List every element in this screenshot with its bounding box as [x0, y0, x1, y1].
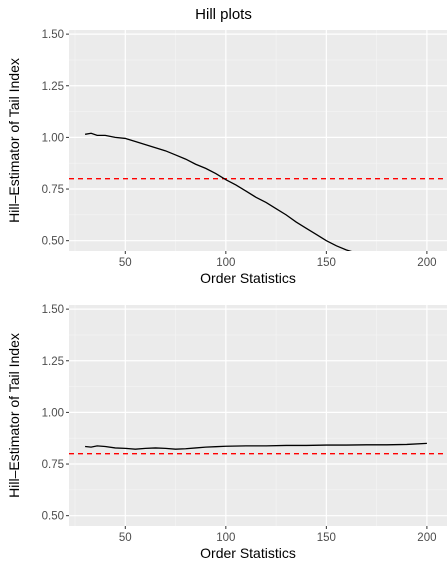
- y-tick-label: 1.50: [42, 29, 64, 41]
- y-axis-title: Hill–Estimator of Tail Index: [6, 333, 22, 498]
- x-tick-label: 100: [216, 257, 235, 269]
- y-tick-label: 1.50: [42, 304, 64, 316]
- hill-plot-panel-2: 0.50 0.75 1.00 1.25 1.50 50 100 150 200 Order Sta…: [6, 304, 447, 561]
- series-line: [85, 442, 427, 450]
- y-tick-label: 0.50: [42, 511, 64, 523]
- x-tick-label: 50: [119, 257, 132, 269]
- y-tick-label: 1.25: [42, 81, 64, 93]
- y-tick-label: 0.50: [42, 236, 64, 248]
- x-axis-title: Order Statistics: [200, 270, 296, 286]
- plot-background: [69, 305, 447, 526]
- x-tick-label: 100: [216, 532, 235, 544]
- y-tick-label: 0.75: [42, 184, 64, 196]
- grid-lines: [69, 30, 447, 251]
- figure-title: Hill plots: [195, 6, 252, 23]
- y-tick-label: 1.00: [42, 132, 64, 144]
- x-tick-label: 150: [317, 532, 336, 544]
- x-tick-label: 200: [417, 532, 436, 544]
- y-tick-label: 1.25: [42, 356, 64, 368]
- y-tick-label: 0.75: [42, 459, 64, 471]
- x-tick-label: 150: [317, 257, 336, 269]
- y-tick-label: 1.00: [42, 407, 64, 419]
- x-tick-label: 200: [417, 257, 436, 269]
- grid-lines: [69, 305, 447, 526]
- x-axis-title: Order Statistics: [200, 545, 296, 561]
- y-axis-title: Hill–Estimator of Tail Index: [6, 58, 22, 223]
- hill-plot-panel-1: 0.50 0.75 1.00 1.25 1.50 50 100 150 200 Order Sta…: [6, 29, 447, 286]
- series-line: [84, 132, 353, 251]
- x-tick-label: 50: [119, 532, 132, 544]
